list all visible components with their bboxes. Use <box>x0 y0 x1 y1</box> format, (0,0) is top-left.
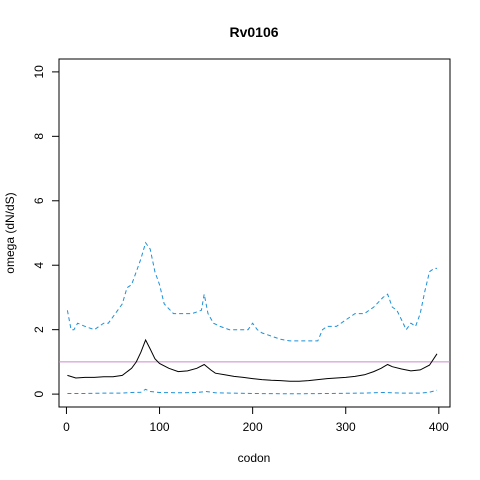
x-tick-label: 400 <box>429 420 449 434</box>
y-tick-label: 2 <box>32 326 46 333</box>
x-axis: 0 100 200 300 400 <box>63 406 449 434</box>
y-axis: 0 2 4 6 8 10 <box>32 65 60 397</box>
plot-frame <box>58 58 451 408</box>
chart-title: Rv0106 <box>229 24 278 40</box>
y-tick-label: 6 <box>32 197 46 204</box>
x-tick-label: 0 <box>63 420 70 434</box>
y-axis-label: omega (dN/dS) <box>3 192 17 273</box>
y-tick-label: 8 <box>32 133 46 140</box>
series-group <box>66 241 438 395</box>
series-line-1 <box>66 241 437 342</box>
y-tick-label: 0 <box>32 390 46 397</box>
series-line-2 <box>67 388 438 395</box>
x-tick-label: 300 <box>336 420 356 434</box>
y-tick-label: 4 <box>32 262 46 269</box>
x-tick-label: 200 <box>243 420 263 434</box>
series-line-0 <box>67 338 438 382</box>
y-tick-label: 10 <box>32 65 46 79</box>
x-tick-label: 100 <box>150 420 170 434</box>
x-axis-label: codon <box>238 451 271 465</box>
